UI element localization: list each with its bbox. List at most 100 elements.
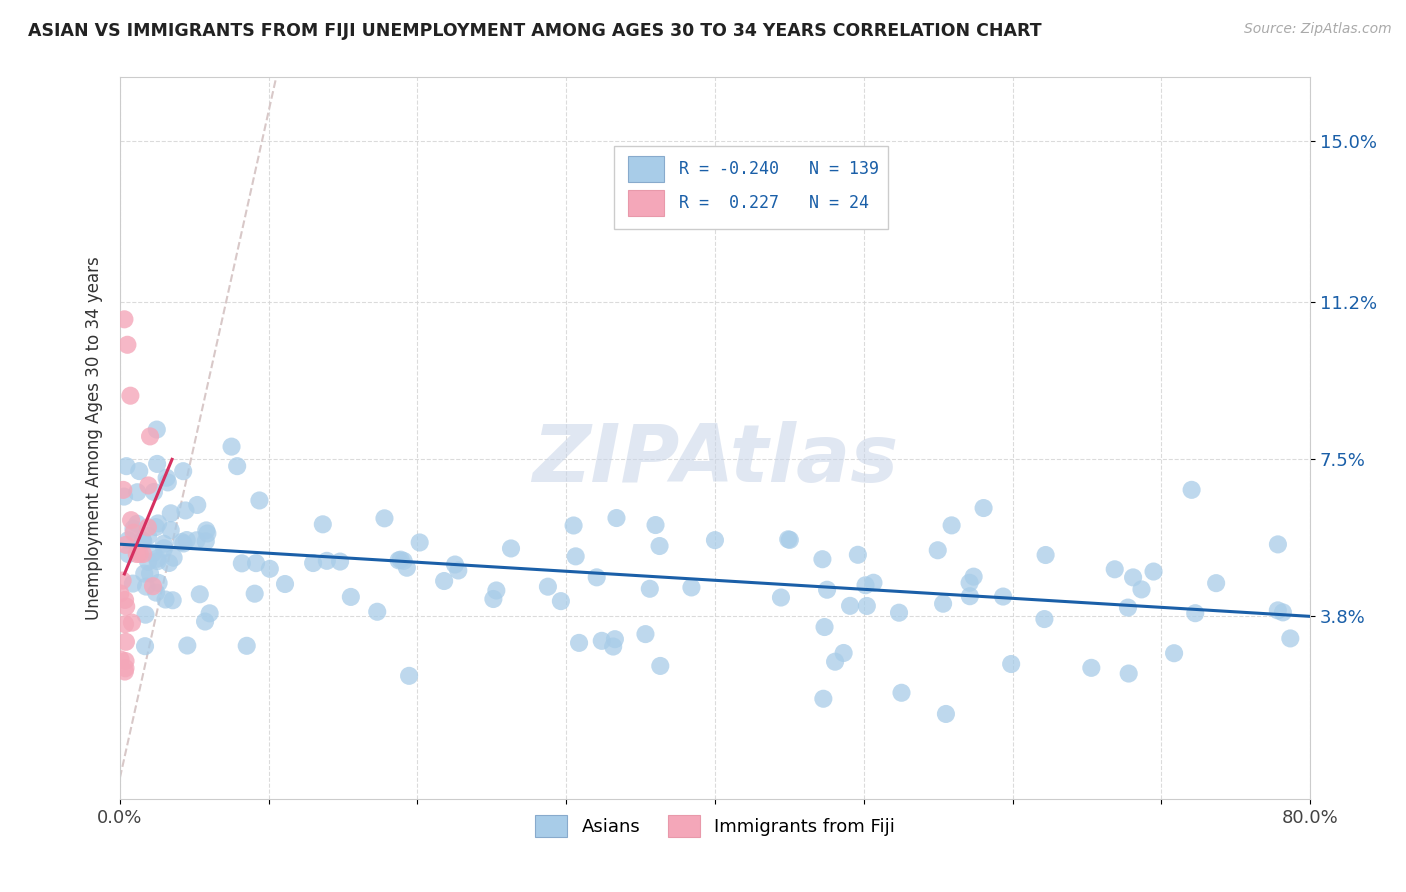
Point (114, 665, 136, 679)
Point (932, 597, 955, 611)
Point (681, 581, 703, 595)
Point (815, 582, 838, 597)
Point (585, 570, 607, 584)
Text: R =  0.227   N = 24: R = 0.227 N = 24 (679, 194, 869, 212)
Point (839, 599, 862, 613)
Point (602, 640, 624, 654)
Point (132, 533, 155, 548)
Point (813, 620, 835, 634)
Point (243, 587, 266, 601)
Point (121, 615, 143, 630)
Point (112, 312, 135, 326)
Point (155, 592, 177, 607)
Point (112, 483, 135, 497)
Text: R = -0.240   N = 139: R = -0.240 N = 139 (679, 160, 879, 178)
Point (249, 493, 271, 508)
Point (315, 554, 337, 568)
Point (170, 535, 193, 549)
Point (146, 516, 169, 531)
Point (194, 615, 217, 629)
Point (114, 654, 136, 668)
Point (134, 607, 156, 622)
Point (1267, 537, 1289, 551)
Point (122, 522, 145, 536)
Point (174, 503, 197, 517)
Point (198, 607, 221, 621)
FancyBboxPatch shape (628, 156, 664, 182)
Point (186, 498, 208, 512)
Point (134, 639, 156, 653)
Text: ZIPAtlas: ZIPAtlas (531, 421, 898, 499)
Point (186, 533, 208, 548)
Point (110, 586, 132, 600)
Point (221, 440, 243, 454)
Point (131, 533, 153, 548)
Point (1116, 600, 1139, 615)
Point (159, 506, 181, 520)
Point (136, 555, 159, 569)
Point (340, 590, 363, 604)
Point (117, 533, 139, 548)
Point (117, 338, 139, 352)
Point (433, 574, 456, 588)
Point (550, 594, 572, 608)
Point (1035, 548, 1057, 562)
Point (779, 533, 801, 547)
Point (112, 490, 135, 504)
Point (389, 552, 412, 566)
Point (145, 520, 167, 534)
Point (1163, 646, 1185, 660)
Point (142, 546, 165, 560)
Point (499, 541, 522, 556)
Point (862, 575, 884, 590)
Point (122, 525, 145, 540)
Point (188, 587, 211, 601)
Point (125, 547, 148, 561)
Y-axis label: Unemployment Among Ages 30 to 34 years: Unemployment Among Ages 30 to 34 years (86, 256, 103, 620)
Point (120, 389, 142, 403)
Point (136, 520, 159, 534)
Point (778, 533, 800, 547)
Point (235, 639, 257, 653)
Point (605, 511, 627, 525)
Point (638, 582, 661, 596)
Point (973, 501, 995, 516)
Point (564, 549, 586, 564)
Point (935, 706, 957, 721)
Point (408, 535, 430, 549)
Point (115, 599, 138, 614)
Point (138, 478, 160, 492)
Point (927, 543, 949, 558)
Point (194, 534, 217, 549)
Point (991, 590, 1014, 604)
Point (769, 591, 792, 605)
Point (127, 485, 149, 500)
Point (824, 655, 846, 669)
Point (603, 632, 626, 647)
Point (568, 636, 591, 650)
Point (157, 556, 180, 570)
Point (128, 464, 150, 478)
Point (226, 459, 249, 474)
Point (176, 639, 198, 653)
Point (231, 557, 253, 571)
Point (110, 652, 132, 666)
Point (156, 471, 179, 485)
Point (111, 574, 134, 588)
Point (650, 659, 672, 673)
Point (482, 592, 505, 607)
Point (139, 429, 162, 443)
Point (146, 457, 169, 471)
Point (120, 513, 142, 527)
Point (890, 686, 912, 700)
Point (1184, 606, 1206, 620)
Point (115, 635, 138, 649)
Point (139, 566, 162, 581)
Point (1267, 603, 1289, 617)
FancyBboxPatch shape (628, 190, 664, 216)
Point (136, 529, 159, 543)
Point (173, 536, 195, 550)
Point (648, 539, 671, 553)
Point (146, 554, 169, 568)
Point (1000, 657, 1022, 671)
